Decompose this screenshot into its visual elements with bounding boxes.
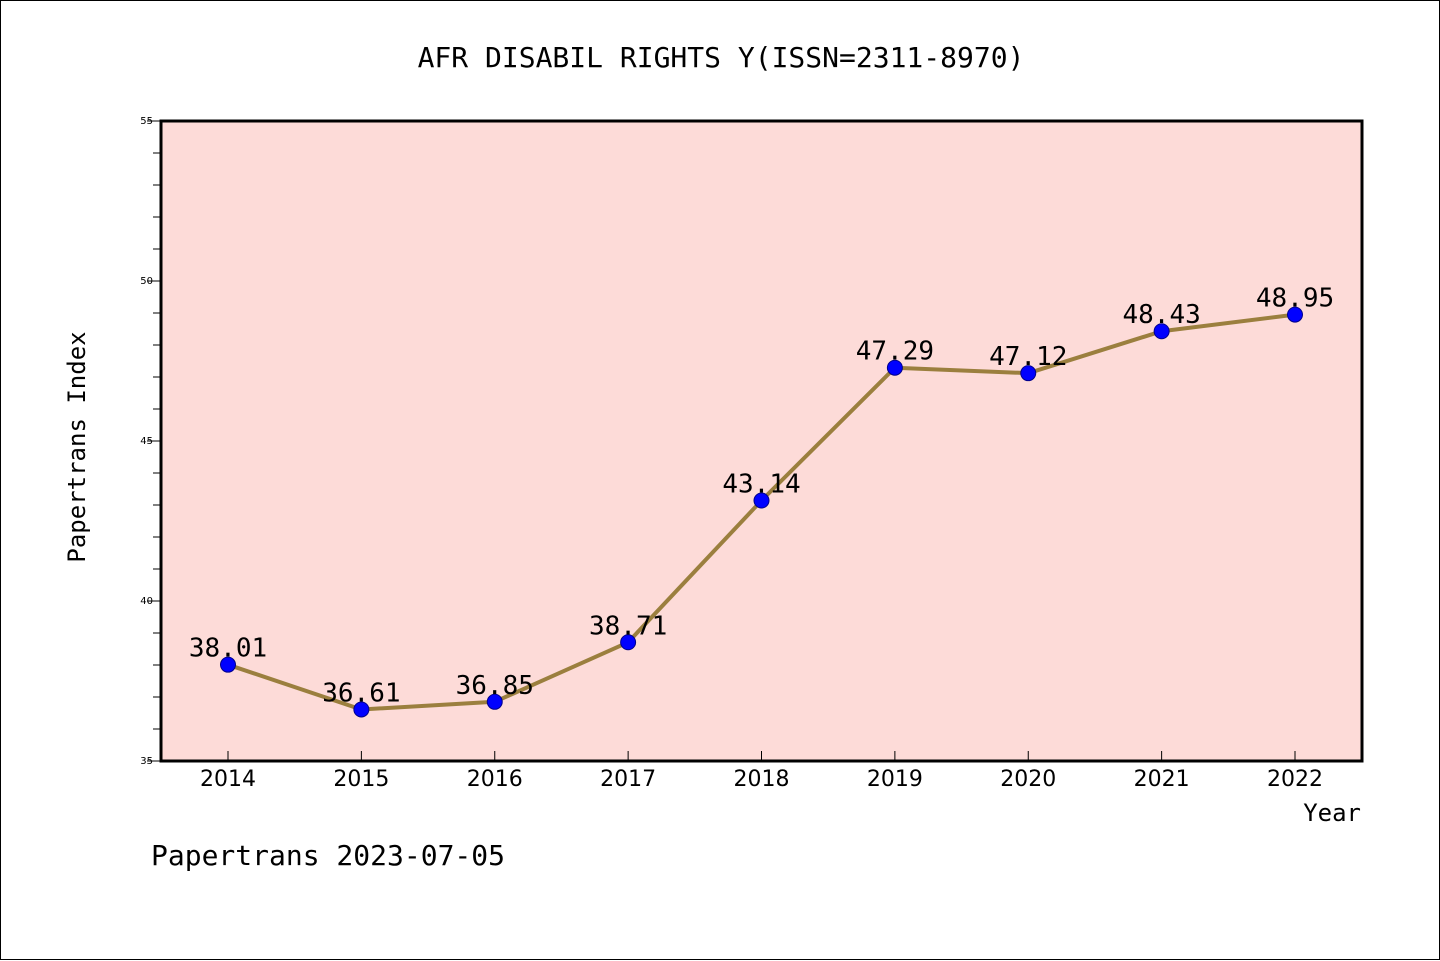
y-axis-label: Papertrans Index <box>63 331 91 562</box>
x-tick-label: 2015 <box>333 767 389 792</box>
x-tick-label: 2016 <box>467 767 523 792</box>
data-point <box>486 693 503 710</box>
chart-title: AFR DISABIL RIGHTS Y(ISSN=2311-8970) <box>418 41 1025 74</box>
y-axis: 35 40 45 50 55 <box>140 116 161 767</box>
x-tick-label: 2014 <box>200 767 256 792</box>
data-point <box>353 701 370 718</box>
data-point <box>1287 306 1303 323</box>
y-tick-label: 50 <box>140 276 153 287</box>
footer-text: Papertrans 2023-07-05 <box>151 839 505 872</box>
data-label: 43.14 <box>722 470 800 500</box>
plot-area <box>159 119 1364 763</box>
y-tick-label: 40 <box>140 596 153 607</box>
y-tick-label: 55 <box>140 116 153 127</box>
data-label: 47.12 <box>989 342 1067 372</box>
x-axis: 2014 2015 2016 2017 2018 2019 2020 2021 2022 <box>200 751 1323 792</box>
data-point <box>220 656 236 673</box>
data-markers <box>220 306 1303 718</box>
x-tick-label: 2022 <box>1267 767 1323 792</box>
data-label: 47.29 <box>856 337 934 367</box>
x-tick-label: 2017 <box>600 767 656 792</box>
data-label: 48.95 <box>1256 284 1334 314</box>
data-labels: 38.01 36.61 36.85 38.71 43.14 47.29 47.12 48.43… <box>189 284 1334 709</box>
data-point <box>1153 323 1170 340</box>
data-point <box>620 634 637 651</box>
data-point <box>753 492 770 509</box>
data-label: 38.71 <box>589 611 667 641</box>
data-label: 48.43 <box>1122 300 1200 330</box>
data-label: 36.85 <box>456 671 534 701</box>
x-tick-label: 2021 <box>1134 767 1190 792</box>
x-axis-label: Year <box>1303 799 1361 827</box>
x-tick-label: 2018 <box>734 767 790 792</box>
x-tick-label: 2020 <box>1000 767 1056 792</box>
data-point <box>1020 365 1037 382</box>
y-tick-label: 45 <box>140 436 153 447</box>
x-tick-label: 2019 <box>867 767 923 792</box>
data-label: 36.61 <box>322 678 400 708</box>
data-point <box>886 359 903 376</box>
data-label: 38.01 <box>189 634 267 664</box>
y-tick-label: 35 <box>140 756 153 767</box>
